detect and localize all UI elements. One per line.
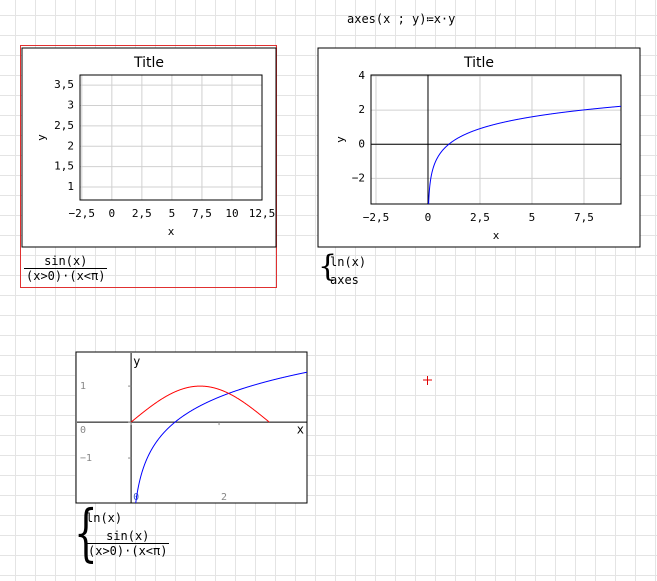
y-tick-label: 4: [358, 69, 365, 82]
y-axis-label: y: [133, 355, 140, 369]
plot-title: Title: [133, 55, 164, 71]
x-tick-label: 7,5: [192, 207, 212, 220]
system-item: axes: [330, 273, 359, 287]
plot-title: Title: [463, 55, 494, 71]
curve: [130, 385, 270, 423]
x-tick-label: 7,5: [574, 211, 594, 224]
plot-area: [370, 74, 622, 205]
x-tick-label: 2,5: [470, 211, 490, 224]
x-axis-label: x: [493, 229, 500, 242]
y-tick-label: −2: [352, 171, 365, 184]
x-tick-label: 5: [529, 211, 536, 224]
y-tick-label: −1: [80, 453, 92, 464]
x-axis-label: x: [297, 423, 304, 437]
y-tick-label: 0: [80, 425, 86, 436]
x-tick-label: −2,5: [69, 207, 96, 220]
curve: [135, 371, 307, 503]
y-tick-label: 3,5: [54, 78, 74, 91]
denominator: (x>0)·(x<π): [86, 543, 170, 558]
y-axis-label: y: [35, 134, 48, 141]
x-tick-label: 12,5: [249, 207, 276, 220]
y-tick-label: 1,5: [54, 160, 74, 173]
fraction: sin(x) (x>0)·(x<π): [24, 254, 108, 283]
plot[interactable]: −2,5 0 2,5 5 7,5 10 12,5 1 1,5 2 2,5 3 3,5 Title x y: [21, 47, 277, 248]
y-axis-label: y: [334, 136, 347, 143]
y-tick-label: 2: [67, 139, 74, 152]
y-tick-label: 0: [358, 137, 365, 150]
x-tick-label: 0: [109, 207, 116, 220]
brace: {: [74, 496, 98, 569]
x-tick-label: 0: [425, 211, 432, 224]
y-tick-label: 1: [67, 180, 74, 193]
brace: {: [318, 249, 338, 284]
plot-frame: [21, 47, 277, 248]
system-item: ln(x): [86, 511, 123, 525]
x-tick-label: −2,5: [363, 211, 390, 224]
plot-frame: [75, 351, 308, 504]
x-axis-label: x: [168, 225, 175, 238]
formula[interactable]: axes(x ; y)≔x·y: [347, 12, 456, 26]
denominator: (x>0)·(x<π): [24, 268, 108, 283]
y-tick-label: 2,5: [54, 119, 74, 132]
curve: [428, 105, 621, 204]
plot[interactable]: −2,5 0 2,5 5 7,5 −2 0 2 4 Title x y: [317, 47, 641, 248]
plot-frame: [317, 47, 641, 248]
plot-area: [79, 74, 263, 201]
cursor: [423, 376, 432, 385]
numerator: sin(x): [44, 254, 88, 268]
x-tick-label: 2,5: [132, 207, 152, 220]
system-item: ln(x): [330, 255, 367, 269]
x-tick-label: 10: [225, 207, 238, 220]
x-tick-label: 5: [169, 207, 176, 220]
y-tick-label: 2: [358, 103, 365, 116]
y-tick-label: 1: [80, 381, 86, 392]
y-tick-label: 3: [67, 99, 74, 112]
numerator: sin(x): [106, 529, 150, 543]
x-tick-label: 2: [221, 492, 227, 503]
fraction: sin(x) (x>0)·(x<π): [86, 529, 170, 558]
